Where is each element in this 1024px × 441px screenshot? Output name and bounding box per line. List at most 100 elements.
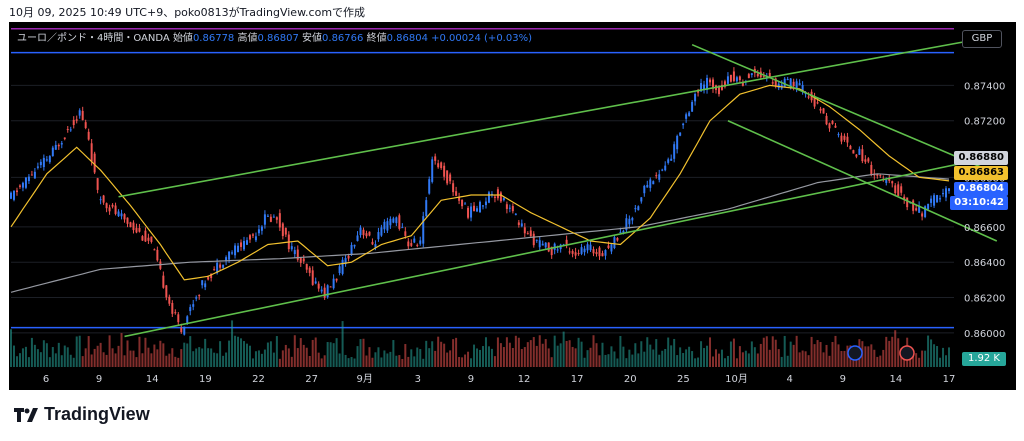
- volume-bar: [750, 341, 753, 367]
- tradingview-logo[interactable]: TradingView: [14, 404, 150, 425]
- candle-body: [338, 266, 341, 273]
- candle-body: [789, 78, 792, 87]
- candle-body: [302, 258, 305, 262]
- low-value: 0.86766: [322, 33, 364, 44]
- candle-body: [344, 258, 347, 265]
- y-tick-label-3: 0.86600: [964, 223, 1005, 234]
- candle-body: [36, 166, 39, 168]
- volume-bar: [225, 352, 228, 367]
- volume-bar: [210, 348, 213, 367]
- candle-body: [679, 132, 682, 136]
- volume-bar: [550, 357, 553, 367]
- candle-body: [440, 162, 443, 169]
- candle-body: [117, 211, 120, 217]
- volume-bar: [520, 349, 523, 367]
- candle-body: [365, 233, 368, 237]
- volume-bar: [102, 352, 105, 367]
- candle-body: [225, 257, 228, 262]
- candle-body: [511, 206, 514, 212]
- volume-bar: [804, 351, 807, 367]
- volume-bar: [756, 353, 759, 367]
- volume-bar: [556, 345, 559, 367]
- currency-selector[interactable]: GBP: [962, 30, 1002, 48]
- candle-body: [598, 247, 601, 257]
- volume-bar: [882, 349, 885, 367]
- volume-bar: [204, 338, 207, 367]
- candlestick-chart[interactable]: 0.87400 0.87200 0.86880 0.86600 0.86400 0.862…: [9, 22, 1016, 390]
- candle-body: [798, 83, 801, 86]
- candle-body: [682, 123, 685, 126]
- volume-bar: [290, 356, 293, 367]
- candle-body: [105, 203, 108, 209]
- candle-body: [933, 195, 936, 206]
- candle-body: [885, 180, 888, 183]
- candle-body: [266, 215, 269, 217]
- candle-body: [712, 79, 715, 89]
- volume-bar: [464, 354, 467, 367]
- candle-body: [709, 79, 712, 83]
- y-tick-label-1: 0.87200: [964, 117, 1005, 128]
- volume-bar: [837, 344, 840, 367]
- volume-bar: [891, 336, 894, 367]
- volume-bar: [150, 353, 153, 367]
- volume-bar: [589, 347, 592, 367]
- candle-body: [631, 217, 634, 221]
- candle-body: [729, 74, 732, 82]
- candle-body: [655, 175, 658, 177]
- chart-panel[interactable]: 0.87400 0.87200 0.86880 0.86600 0.86400 0.862…: [9, 22, 1016, 390]
- volume-bar: [703, 348, 706, 367]
- candle-body: [774, 78, 777, 86]
- volume-bar: [759, 343, 762, 367]
- volume-bar: [431, 341, 434, 367]
- volume-bar: [706, 345, 709, 367]
- candle-body: [141, 236, 144, 241]
- volume-bar: [664, 348, 667, 367]
- candle-body: [81, 110, 84, 121]
- volume-bar: [75, 336, 78, 367]
- volume-bar: [670, 345, 673, 367]
- volume-bar: [592, 335, 595, 367]
- volume-bar: [30, 337, 33, 367]
- candle-body: [234, 245, 237, 256]
- candle-body: [320, 289, 323, 292]
- candle-body: [589, 244, 592, 251]
- volume-bar: [945, 355, 948, 367]
- candle-body: [795, 81, 798, 89]
- volume-bar: [419, 349, 422, 367]
- candle-body: [260, 226, 263, 231]
- candle-body: [281, 223, 284, 237]
- candle-body: [942, 193, 945, 195]
- candle-body: [243, 240, 246, 250]
- candle-body: [840, 135, 843, 142]
- volume-bar: [159, 340, 162, 367]
- volume-bar: [508, 342, 511, 367]
- volume-bar: [111, 348, 114, 367]
- volume-bar: [299, 338, 302, 367]
- candle-body: [314, 281, 317, 284]
- candle-body: [487, 192, 490, 203]
- candle-body: [858, 148, 861, 155]
- candle-body: [99, 199, 102, 201]
- candle-body: [807, 96, 810, 98]
- candle-body: [735, 77, 738, 82]
- volume-bar: [129, 350, 132, 367]
- candle-body: [616, 238, 619, 241]
- candle-body: [422, 216, 425, 244]
- volume-bar: [852, 356, 855, 367]
- volume-bar: [547, 348, 550, 367]
- candle-body: [897, 184, 900, 196]
- volume-bar: [553, 335, 556, 367]
- candle-body: [395, 217, 398, 224]
- candle-body: [362, 229, 365, 236]
- candle-body: [676, 135, 679, 150]
- x-tick-label-7: 3: [415, 374, 421, 385]
- candle-body: [523, 227, 526, 234]
- candle-body: [822, 108, 825, 114]
- open-label: 始値: [172, 33, 193, 44]
- candle-body: [263, 214, 266, 225]
- volume-bar: [377, 347, 380, 367]
- candle-body: [771, 82, 774, 84]
- candle-body: [726, 76, 729, 84]
- candle-body: [550, 246, 553, 256]
- candle-body: [747, 74, 750, 78]
